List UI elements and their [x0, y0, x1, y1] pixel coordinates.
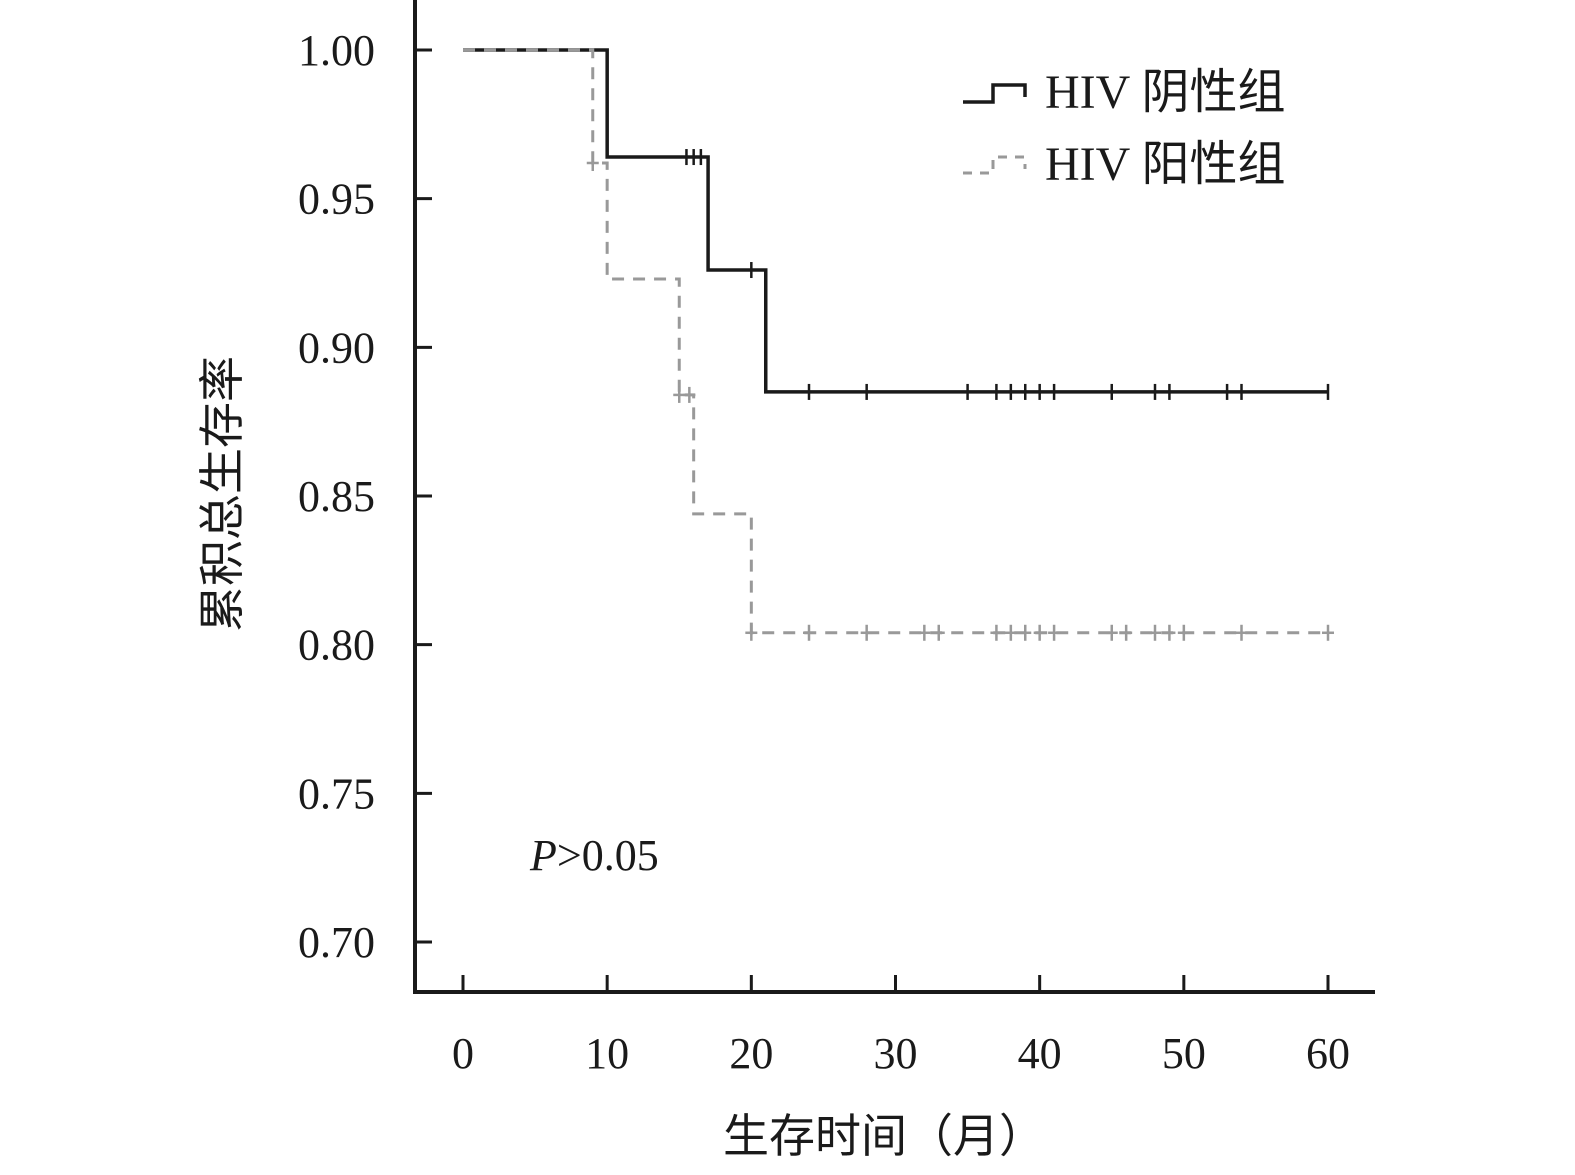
y-tick-label: 0.70	[298, 918, 375, 967]
x-axis-title: 生存时间（月）	[723, 1111, 1045, 1162]
p-value-italic: P	[529, 831, 557, 880]
x-tick-label: 10	[585, 1029, 629, 1078]
axes	[413, 0, 1375, 994]
y-tick-label: 0.90	[298, 323, 375, 372]
legend-step-icon	[963, 83, 1027, 104]
y-tick-label: 0.80	[298, 621, 375, 670]
p-value-annotation: P>0.05	[529, 831, 659, 880]
p-value-rest: >0.05	[557, 831, 659, 880]
x-tick-label: 20	[729, 1029, 773, 1078]
y-tick-label: 1.00	[298, 26, 375, 75]
series-layer	[463, 48, 1334, 641]
legend-symbol-hiv-positive	[963, 155, 1027, 175]
y-tick-label: 0.85	[298, 472, 375, 521]
legend: HIV 阴性组 HIV 阳性组	[963, 66, 1285, 191]
x-axis-ticks: 0 10 20 30 40 50 60	[452, 975, 1350, 1078]
legend-step-icon	[963, 155, 1027, 175]
y-tick-label: 0.75	[298, 769, 375, 818]
legend-label-hiv-positive: HIV 阳性组	[1045, 138, 1285, 191]
survival-curve-hiv-negative	[463, 48, 1328, 394]
x-tick-label: 0	[452, 1029, 474, 1078]
y-axis-title: 累积总生存率	[197, 356, 248, 632]
x-tick-label: 40	[1018, 1029, 1062, 1078]
legend-symbol-hiv-negative	[963, 83, 1027, 104]
legend-label-hiv-negative: HIV 阴性组	[1045, 66, 1285, 119]
x-tick-label: 50	[1162, 1029, 1206, 1078]
x-tick-label: 60	[1306, 1029, 1350, 1078]
y-axis-ticks: 1.00 0.95 0.90 0.85 0.80 0.75 0.70	[298, 26, 432, 967]
x-tick-label: 30	[874, 1029, 918, 1078]
y-tick-label: 0.95	[298, 175, 375, 224]
